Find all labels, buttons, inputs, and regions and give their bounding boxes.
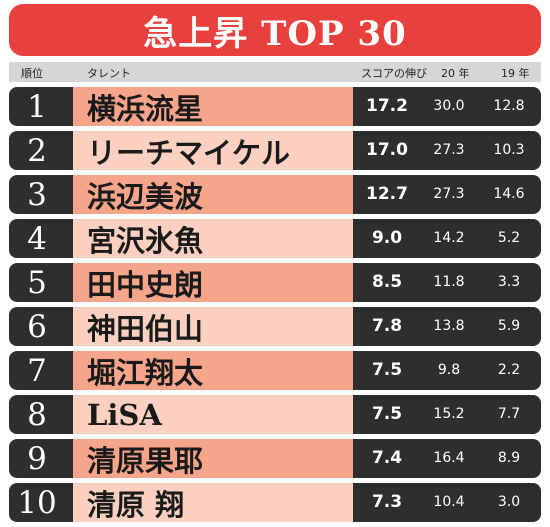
growth-value: 17.2 (366, 96, 408, 116)
score-19: 10.3 (493, 142, 525, 158)
rank-cell: 7 (9, 351, 65, 390)
table-row: 8 LiSA 7.5 15.2 7.7 (9, 395, 541, 434)
stats-cell: 17.0 27.3 10.3 (353, 131, 541, 170)
header-talent: タレント (87, 67, 131, 80)
stats-cell: 12.7 27.3 14.6 (353, 175, 541, 214)
stats-cell: 7.3 10.4 3.0 (353, 483, 541, 522)
score-19: 14.6 (493, 186, 525, 202)
table-row: 2 リーチマイケル 17.0 27.3 10.3 (9, 131, 541, 170)
rank-cell: 6 (9, 307, 65, 346)
score-20: 16.4 (433, 450, 465, 466)
rank-cell: 4 (9, 219, 65, 258)
row-divider (65, 175, 73, 214)
talent-name: 清原 翔 (73, 483, 353, 522)
score-20: 10.4 (433, 494, 465, 510)
table-row: 6 神田伯山 7.8 13.8 5.9 (9, 307, 541, 346)
row-divider (65, 483, 73, 522)
talent-name: 宮沢氷魚 (73, 219, 353, 258)
table-row: 5 田中史朗 8.5 11.8 3.3 (9, 263, 541, 302)
score-20: 15.2 (433, 406, 465, 422)
talent-name: 堀江翔太 (73, 351, 353, 390)
stats-cell: 7.5 15.2 7.7 (353, 395, 541, 434)
ranking-table: 1 横浜流星 17.2 30.0 12.8 2 リーチマイケル 17.0 27.… (9, 87, 541, 527)
rank-cell: 9 (9, 439, 65, 478)
stats-cell: 7.5 9.8 2.2 (353, 351, 541, 390)
table-row: 10 清原 翔 7.3 10.4 3.0 (9, 483, 541, 522)
growth-value: 7.5 (371, 360, 403, 380)
growth-value: 9.0 (371, 228, 403, 248)
row-divider (65, 131, 73, 170)
score-20: 27.3 (433, 142, 465, 158)
table-row: 3 浜辺美波 12.7 27.3 14.6 (9, 175, 541, 214)
row-divider (65, 439, 73, 478)
score-20: 27.3 (433, 186, 465, 202)
row-divider (65, 395, 73, 434)
score-19: 12.8 (493, 98, 525, 114)
score-19: 7.7 (497, 406, 521, 422)
score-20: 11.8 (433, 274, 465, 290)
score-20: 9.8 (437, 362, 461, 378)
growth-value: 8.5 (371, 272, 403, 292)
growth-value: 17.0 (366, 140, 408, 160)
growth-value: 7.4 (371, 448, 403, 468)
growth-value: 7.5 (371, 404, 403, 424)
talent-name: LiSA (73, 395, 353, 434)
table-header: 順位 タレント スコアの伸び 20 年 19 年 (9, 62, 541, 82)
score-20: 14.2 (433, 230, 465, 246)
talent-name: 田中史朗 (73, 263, 353, 302)
header-20: 20 年 (441, 67, 470, 80)
table-row: 7 堀江翔太 7.5 9.8 2.2 (9, 351, 541, 390)
score-20: 30.0 (433, 98, 465, 114)
talent-name: 神田伯山 (73, 307, 353, 346)
header-rank: 順位 (21, 67, 43, 80)
stats-cell: 8.5 11.8 3.3 (353, 263, 541, 302)
score-19: 3.3 (497, 274, 521, 290)
score-19: 3.0 (497, 494, 521, 510)
stats-cell: 17.2 30.0 12.8 (353, 87, 541, 126)
stats-cell: 9.0 14.2 5.2 (353, 219, 541, 258)
score-20: 13.8 (433, 318, 465, 334)
talent-name: リーチマイケル (73, 131, 353, 170)
score-19: 2.2 (497, 362, 521, 378)
rank-cell: 3 (9, 175, 65, 214)
row-divider (65, 351, 73, 390)
rank-cell: 10 (9, 483, 65, 522)
stats-cell: 7.4 16.4 8.9 (353, 439, 541, 478)
row-divider (65, 219, 73, 258)
score-19: 5.2 (497, 230, 521, 246)
growth-value: 7.3 (371, 492, 403, 512)
talent-name: 浜辺美波 (73, 175, 353, 214)
table-row: 4 宮沢氷魚 9.0 14.2 5.2 (9, 219, 541, 258)
rank-cell: 1 (9, 87, 65, 126)
talent-name: 清原果耶 (73, 439, 353, 478)
table-row: 9 清原果耶 7.4 16.4 8.9 (9, 439, 541, 478)
rank-cell: 5 (9, 263, 65, 302)
row-divider (65, 307, 73, 346)
score-19: 8.9 (497, 450, 521, 466)
header-19: 19 年 (501, 67, 530, 80)
score-19: 5.9 (497, 318, 521, 334)
page-title: 急上昇 TOP 30 (9, 4, 541, 56)
row-divider (65, 263, 73, 302)
talent-name: 横浜流星 (73, 87, 353, 126)
header-growth: スコアの伸び (361, 67, 427, 80)
table-row: 1 横浜流星 17.2 30.0 12.8 (9, 87, 541, 126)
stats-cell: 7.8 13.8 5.9 (353, 307, 541, 346)
growth-value: 7.8 (371, 316, 403, 336)
rank-cell: 2 (9, 131, 65, 170)
rank-cell: 8 (9, 395, 65, 434)
row-divider (65, 87, 73, 126)
growth-value: 12.7 (366, 184, 408, 204)
